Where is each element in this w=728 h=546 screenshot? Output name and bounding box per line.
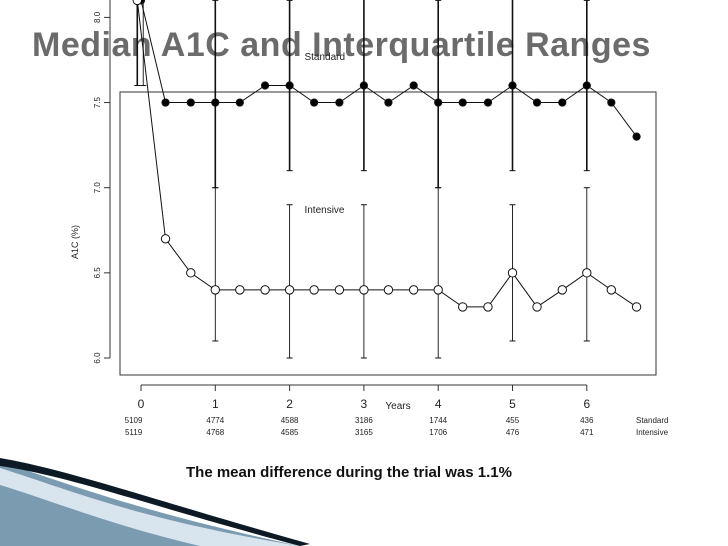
n-standard-value: 5109 <box>125 416 143 425</box>
n-intensive-value: 4768 <box>206 428 224 437</box>
y-tick-label: 7.0 <box>93 182 102 194</box>
data-point-intensive <box>359 285 369 295</box>
n-intensive-value: 4585 <box>281 428 299 437</box>
y-axis-label: A1C (%) <box>70 225 80 259</box>
data-point-standard <box>161 98 170 107</box>
slide-title: Median A1C and Interquartile Ranges <box>32 26 651 64</box>
iqr-layer <box>134 0 590 359</box>
data-point-standard <box>558 98 567 107</box>
data-point-standard <box>632 132 641 141</box>
data-point-intensive <box>606 285 617 295</box>
data-point-standard <box>409 81 418 90</box>
caption-text: The mean difference during the trial was… <box>186 464 512 481</box>
data-point-standard <box>582 81 591 90</box>
n-standard-label: Standard <box>636 416 668 425</box>
markers-layer <box>132 0 642 312</box>
n-standard-value: 4588 <box>281 416 299 425</box>
plot-frame <box>119 91 657 376</box>
data-point-intensive <box>483 302 493 312</box>
y-tick-label: 6.5 <box>93 267 102 279</box>
data-point-standard <box>235 98 244 107</box>
y-tick-label: 6.0 <box>93 352 102 364</box>
swoosh-band-pale <box>0 468 300 546</box>
y-tick-label: 7.5 <box>93 96 102 108</box>
decorative-swoosh <box>0 458 310 546</box>
x-tick-label: 0 <box>138 397 145 411</box>
y-tick-label: 8.0 <box>93 11 102 23</box>
data-point-intensive <box>260 285 270 295</box>
n-standard-value: 4774 <box>206 416 224 425</box>
swoosh-band-dark <box>0 458 310 546</box>
data-point-standard <box>384 98 393 107</box>
data-point-intensive <box>334 285 345 295</box>
data-point-intensive <box>284 285 295 295</box>
n-intensive-value: 1706 <box>429 428 447 437</box>
data-point-intensive <box>186 268 196 278</box>
swoosh-band-light <box>0 462 300 546</box>
data-point-intensive <box>235 285 245 295</box>
x-tick-label: 6 <box>583 397 590 411</box>
data-point-intensive <box>582 268 592 278</box>
data-point-standard <box>532 98 542 107</box>
n-intensive-value: 3165 <box>355 428 373 437</box>
n-standard-value: 455 <box>506 416 520 425</box>
data-point-standard <box>285 81 294 90</box>
series-annotation: Standard <box>304 52 345 63</box>
data-point-standard <box>186 98 195 107</box>
data-point-standard <box>335 98 344 107</box>
data-point-intensive <box>132 0 142 6</box>
lines-layer <box>136 0 638 308</box>
data-point-standard <box>483 98 493 107</box>
n-intensive-value: 5119 <box>125 428 143 437</box>
data-point-standard <box>211 98 220 107</box>
data-point-intensive <box>458 302 468 312</box>
data-point-intensive <box>309 285 319 295</box>
n-intensive-value: 476 <box>506 428 520 437</box>
n-standard-value: 1744 <box>429 416 447 425</box>
x-tick-label: 3 <box>361 397 368 411</box>
series-line-intensive <box>136 0 637 308</box>
x-tick-label: 4 <box>435 397 442 411</box>
x-axis-label: Years <box>385 401 410 412</box>
labels-layer: Standard Intensive <box>304 52 345 216</box>
data-point-intensive <box>631 302 642 312</box>
data-point-intensive <box>557 285 567 295</box>
data-point-intensive <box>532 302 542 312</box>
x-tick-label: 1 <box>212 397 219 411</box>
series-annotation: Intensive <box>304 205 344 216</box>
data-point-intensive <box>383 285 394 295</box>
data-point-standard <box>310 98 319 107</box>
data-point-standard <box>607 98 616 107</box>
n-standard-value: 3186 <box>355 416 373 425</box>
data-point-intensive <box>433 285 443 295</box>
n-intensive-value: 471 <box>580 428 594 437</box>
data-point-intensive <box>210 285 221 295</box>
data-point-intensive <box>507 268 518 278</box>
n-standard-value: 436 <box>580 416 594 425</box>
data-point-intensive <box>408 285 419 295</box>
data-point-standard <box>508 81 517 90</box>
n-at-risk-table: 5109 5119 4774 4768 4588 4585 3186 3165 1744 1706… <box>125 416 669 437</box>
x-tick-label: 2 <box>286 397 293 411</box>
data-point-standard <box>458 98 467 107</box>
data-point-intensive <box>160 234 171 244</box>
x-tick-label: 5 <box>509 397 516 411</box>
data-point-standard <box>260 81 270 90</box>
data-point-standard <box>359 81 368 90</box>
data-point-standard <box>434 98 443 107</box>
n-intensive-label: Intensive <box>636 428 669 437</box>
